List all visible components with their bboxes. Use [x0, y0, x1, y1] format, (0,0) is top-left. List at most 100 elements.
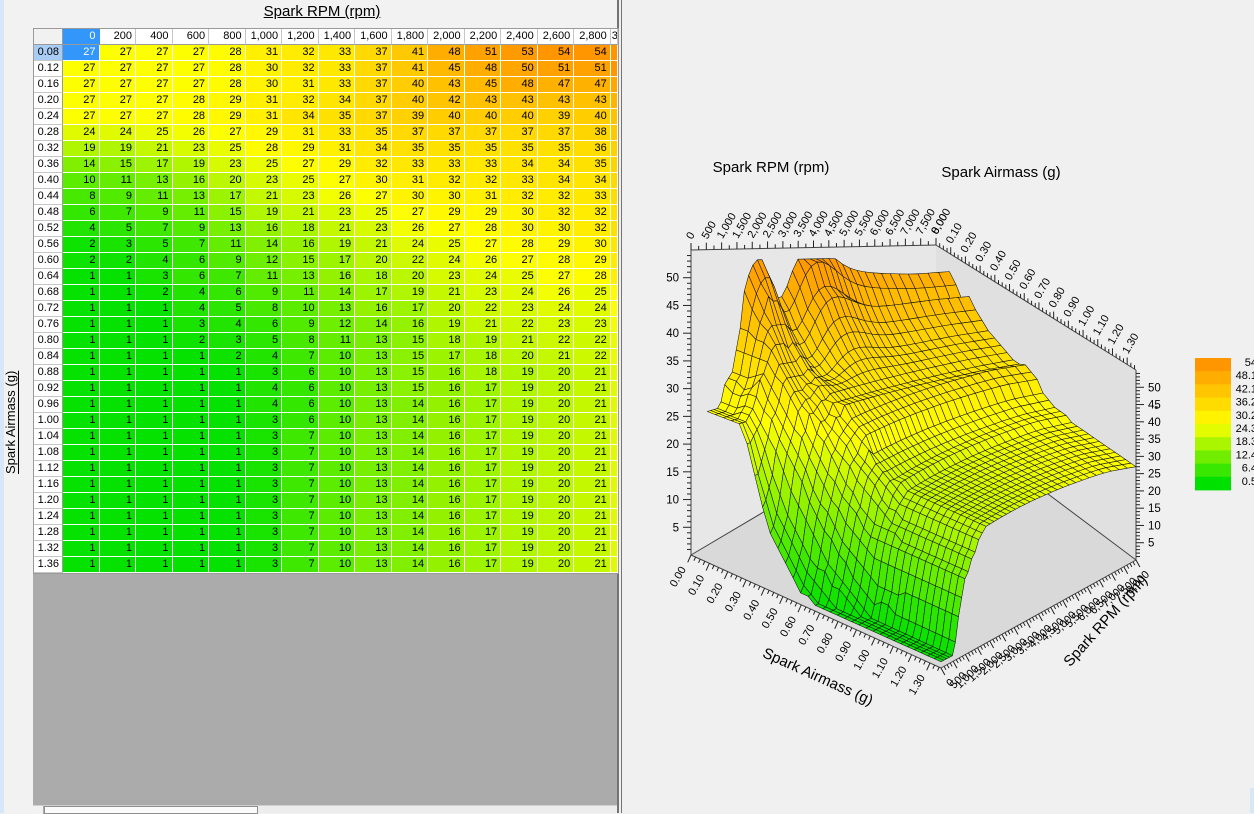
table-cell[interactable]: 13 — [136, 173, 173, 189]
table-cell-partial[interactable] — [611, 301, 618, 317]
table-cell-partial[interactable] — [611, 109, 618, 125]
table-cell-partial[interactable] — [611, 333, 618, 349]
table-cell[interactable]: 1 — [63, 333, 100, 349]
table-cell[interactable]: 4 — [63, 221, 100, 237]
table-cell[interactable]: 10 — [319, 509, 356, 525]
table-cell[interactable]: 4 — [173, 301, 210, 317]
table-cell[interactable]: 1 — [100, 397, 137, 413]
table-cell[interactable]: 19 — [173, 157, 210, 173]
table-cell[interactable]: 48 — [428, 45, 465, 61]
table-cell-partial[interactable] — [611, 461, 618, 477]
table-cell[interactable]: 1 — [63, 445, 100, 461]
table-cell[interactable]: 25 — [282, 173, 319, 189]
row-header-cell[interactable]: 0.52 — [34, 221, 63, 237]
table-cell[interactable]: 14 — [392, 477, 429, 493]
table-cell[interactable]: 6 — [282, 365, 319, 381]
table-cell[interactable]: 17 — [465, 413, 502, 429]
col-header-cell[interactable]: 800 — [209, 29, 246, 45]
table-cell[interactable]: 1 — [136, 477, 173, 493]
table-cell[interactable]: 3 — [209, 333, 246, 349]
table-cell[interactable]: 1 — [173, 477, 210, 493]
table-cell[interactable]: 20 — [538, 509, 575, 525]
table-cell[interactable]: 21 — [574, 557, 611, 573]
table-cell[interactable]: 21 — [428, 285, 465, 301]
table-cell[interactable]: 1 — [173, 541, 210, 557]
row-header-cell[interactable]: 1.36 — [34, 557, 63, 573]
table-cell[interactable]: 17 — [209, 189, 246, 205]
table-cell[interactable]: 37 — [355, 93, 392, 109]
table-cell[interactable]: 21 — [574, 429, 611, 445]
table-cell[interactable]: 40 — [392, 93, 429, 109]
table-cell[interactable]: 20 — [538, 557, 575, 573]
table-cell[interactable]: 3 — [173, 317, 210, 333]
table-cell[interactable]: 1 — [209, 557, 246, 573]
table-cell[interactable]: 27 — [63, 109, 100, 125]
table-cell[interactable]: 27 — [63, 61, 100, 77]
table-cell[interactable]: 27 — [501, 253, 538, 269]
table-cell[interactable]: 1 — [100, 381, 137, 397]
col-header-cell[interactable]: 200 — [100, 29, 137, 45]
table-cell[interactable]: 13 — [355, 541, 392, 557]
table-cell[interactable]: 38 — [574, 125, 611, 141]
table-cell[interactable]: 1 — [209, 429, 246, 445]
row-header-cell[interactable]: 0.40 — [34, 173, 63, 189]
table-cell[interactable]: 14 — [246, 237, 283, 253]
table-cell[interactable]: 1 — [100, 285, 137, 301]
table-cell[interactable]: 1 — [63, 317, 100, 333]
table-cell[interactable]: 1 — [173, 413, 210, 429]
table-cell[interactable]: 26 — [538, 285, 575, 301]
table-cell[interactable]: 1 — [209, 525, 246, 541]
table-cell[interactable]: 13 — [355, 493, 392, 509]
table-cell[interactable]: 16 — [428, 461, 465, 477]
table-cell[interactable]: 25 — [501, 269, 538, 285]
table-cell[interactable]: 26 — [319, 189, 356, 205]
table-cell[interactable]: 27 — [63, 77, 100, 93]
row-header-cell[interactable]: 1.32 — [34, 541, 63, 557]
table-cell[interactable]: 50 — [501, 61, 538, 77]
row-header-cell[interactable]: 0.44 — [34, 189, 63, 205]
table-cell[interactable]: 27 — [465, 237, 502, 253]
table-cell[interactable]: 30 — [246, 77, 283, 93]
table-cell[interactable]: 17 — [465, 381, 502, 397]
table-cell[interactable]: 3 — [246, 365, 283, 381]
table-cell[interactable]: 39 — [392, 109, 429, 125]
table-cell[interactable]: 20 — [428, 301, 465, 317]
table-cell[interactable]: 15 — [392, 333, 429, 349]
table-cell[interactable]: 1 — [63, 541, 100, 557]
table-cell[interactable]: 13 — [355, 461, 392, 477]
table-cell[interactable]: 43 — [428, 77, 465, 93]
table-cell[interactable]: 51 — [538, 61, 575, 77]
table-cell[interactable]: 1 — [209, 381, 246, 397]
table-cell[interactable]: 21 — [319, 221, 356, 237]
table-cell-partial[interactable] — [611, 253, 618, 269]
table-cell[interactable]: 16 — [428, 477, 465, 493]
table-cell[interactable]: 24 — [465, 269, 502, 285]
table-cell[interactable]: 23 — [574, 317, 611, 333]
table-cell[interactable]: 21 — [501, 333, 538, 349]
table-cell[interactable]: 19 — [501, 557, 538, 573]
table-cell[interactable]: 23 — [282, 189, 319, 205]
table-cell[interactable]: 45 — [428, 61, 465, 77]
table-cell[interactable]: 11 — [282, 285, 319, 301]
table-cell[interactable]: 13 — [355, 381, 392, 397]
table-cell[interactable]: 2 — [136, 285, 173, 301]
table-cell[interactable]: 17 — [465, 541, 502, 557]
table-cell[interactable]: 40 — [428, 109, 465, 125]
table-cell[interactable]: 31 — [246, 93, 283, 109]
table-cell[interactable]: 23 — [538, 317, 575, 333]
table-cell[interactable]: 1 — [63, 477, 100, 493]
table-cell[interactable]: 1 — [209, 541, 246, 557]
table-cell[interactable]: 1 — [173, 493, 210, 509]
col-header-cell[interactable]: 2,000 — [428, 29, 465, 45]
table-cell[interactable]: 10 — [319, 413, 356, 429]
table-cell[interactable]: 2 — [173, 333, 210, 349]
table-cell[interactable]: 33 — [428, 157, 465, 173]
table-cell[interactable]: 15 — [392, 381, 429, 397]
table-cell[interactable]: 22 — [501, 317, 538, 333]
table-cell[interactable]: 37 — [428, 125, 465, 141]
table-cell[interactable]: 19 — [465, 333, 502, 349]
table-cell[interactable]: 32 — [282, 45, 319, 61]
table-cell[interactable]: 13 — [355, 509, 392, 525]
table-cell[interactable]: 1 — [63, 509, 100, 525]
row-header-cell[interactable]: 1.28 — [34, 525, 63, 541]
